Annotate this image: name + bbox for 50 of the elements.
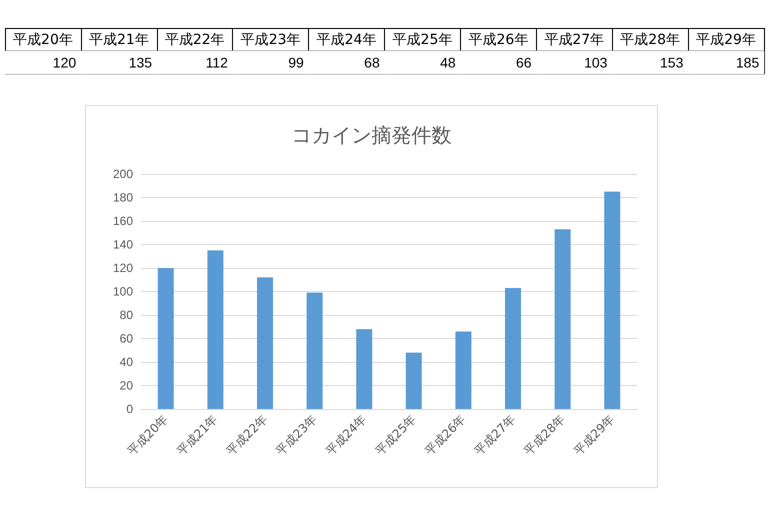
bar — [207, 250, 224, 409]
y-tick-label: 100 — [112, 284, 134, 298]
x-tick-label: 平成24年 — [316, 32, 376, 48]
y-tick-label: 40 — [120, 355, 134, 369]
data-label: 135 — [128, 54, 152, 70]
x-tick-label: 平成24年 — [323, 412, 370, 458]
bar — [356, 329, 372, 409]
bar — [257, 277, 273, 409]
x-tick-label: 平成26年 — [468, 32, 528, 48]
x-tick-label: 平成25年 — [372, 412, 419, 458]
bar — [406, 352, 422, 409]
y-tick-label: 80 — [120, 308, 134, 322]
data-label: 153 — [660, 54, 684, 70]
x-tick-label: 平成26年 — [422, 412, 468, 458]
x-tick-label: 平成23年 — [273, 412, 320, 458]
data-label: 112 — [206, 54, 228, 70]
bar — [158, 268, 174, 409]
x-tick-label: 平成23年 — [240, 32, 301, 48]
bar — [604, 192, 620, 409]
x-tick-label: 平成20年 — [13, 32, 73, 48]
data-label: 185 — [736, 54, 760, 70]
x-tick-label: 平成22年 — [164, 32, 225, 48]
x-tick-label: 平成22年 — [224, 412, 270, 458]
bar — [455, 331, 472, 409]
x-tick-label: 平成28年 — [521, 412, 568, 458]
y-tick-label: 20 — [120, 378, 134, 392]
bar — [554, 229, 571, 409]
x-tick-label: 平成28年 — [620, 32, 680, 48]
x-tick-label: 平成21年 — [88, 32, 149, 48]
x-tick-label: 平成25年 — [392, 32, 452, 48]
y-tick-label: 140 — [112, 238, 134, 252]
data-label: 103 — [584, 54, 608, 70]
y-tick-label: 120 — [112, 261, 134, 275]
y-tick-label: 200 — [112, 167, 134, 181]
chart-title: コカイン摘発件数 — [292, 123, 452, 147]
bar — [505, 288, 521, 409]
data-label: 68 — [364, 54, 380, 70]
x-tick-label: 平成27年 — [544, 32, 604, 48]
y-tick-label: 60 — [120, 332, 134, 346]
data-label: 99 — [288, 54, 304, 70]
x-tick-label: 平成29年 — [696, 32, 756, 48]
x-tick-label: 平成27年 — [472, 412, 518, 458]
bar — [306, 292, 323, 409]
y-tick-label: 180 — [112, 190, 134, 204]
data-label: 48 — [440, 54, 456, 70]
x-tick-label: 平成29年 — [571, 412, 618, 458]
data-label: 66 — [516, 54, 532, 70]
data-label: 120 — [52, 54, 76, 70]
x-tick-label: 平成21年 — [174, 412, 220, 458]
y-tick-label: 160 — [112, 214, 134, 228]
